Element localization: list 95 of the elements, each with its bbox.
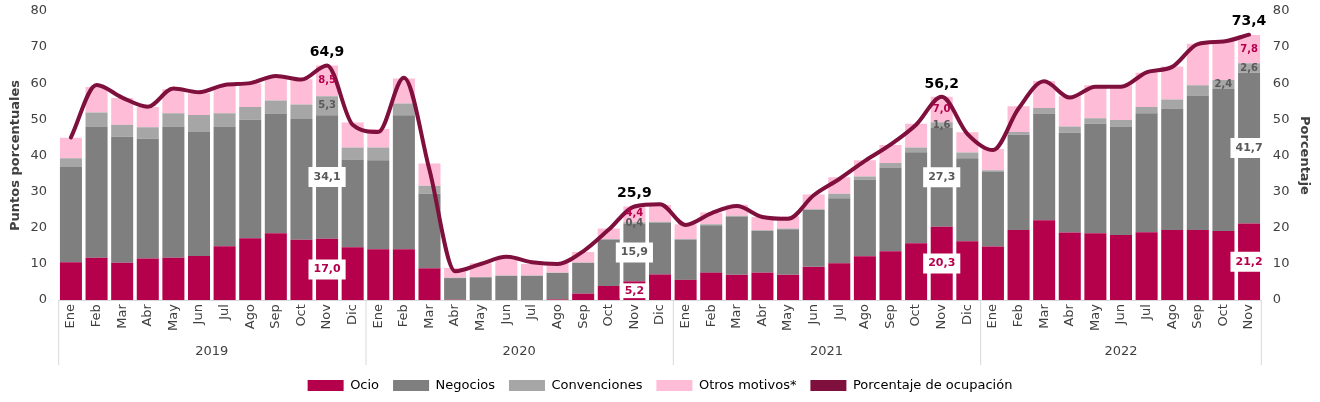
data-label: 17,0 xyxy=(313,262,341,276)
x-tick-label: Dic xyxy=(344,304,360,325)
x-tick-label: Oct xyxy=(1214,304,1230,327)
x-tick-label: Jun xyxy=(1112,304,1128,326)
data-label: 56,2 xyxy=(924,74,959,91)
x-tick-label: Mar xyxy=(728,303,744,329)
y-tick-label: 70 xyxy=(30,38,48,54)
x-tick-label: Jun xyxy=(190,304,206,326)
x-tick-label: Sep xyxy=(881,304,897,329)
x-tick-label: Feb xyxy=(87,304,103,328)
x-tick-label: Jul xyxy=(830,304,846,321)
x-tick-label: Mar xyxy=(1035,303,1051,329)
text: 2020 xyxy=(502,343,536,359)
text: 2021 xyxy=(809,343,844,359)
data-label: 20,3 xyxy=(928,256,956,270)
x-tick-label: May xyxy=(472,303,488,332)
data-label: 5,2 xyxy=(624,283,645,297)
x-tick-label: Ene xyxy=(369,304,385,329)
data-label: 15,9 xyxy=(620,245,648,259)
x-tick-label: Jul xyxy=(215,304,231,321)
y-axis-title: Puntos porcentuales xyxy=(7,79,23,232)
x-tick-label: Dic xyxy=(651,304,667,325)
x-tick-label: Oct xyxy=(600,304,616,327)
data-label: 7,0 xyxy=(932,103,951,115)
y2-tick-label: 20 xyxy=(1272,219,1290,235)
y2-tick-label: 40 xyxy=(1272,146,1290,162)
x-tick-label: Ago xyxy=(241,304,257,330)
data-label: 64,9 xyxy=(309,43,345,60)
text: 2022 xyxy=(1104,343,1138,359)
data-label: 2,6 xyxy=(1240,61,1258,73)
y2-tick-label: 10 xyxy=(1272,255,1290,271)
x-tick-label: Nov xyxy=(625,303,641,330)
x-tick-label: Mar xyxy=(113,303,129,329)
y-tick-label: 50 xyxy=(30,110,48,126)
x-tick-label: Sep xyxy=(267,304,283,329)
data-label: 25,9 xyxy=(617,184,652,201)
x-tick-label: May xyxy=(779,303,795,332)
legend-label: Negocios xyxy=(435,376,496,392)
y-tick-label: 80 xyxy=(30,2,48,18)
x-tick-label: Feb xyxy=(1009,304,1025,328)
y2-tick-label: 60 xyxy=(1272,74,1290,90)
x-tick-label: Sep xyxy=(1189,304,1205,329)
y-tick-label: 40 xyxy=(30,146,48,162)
x-tick-label: Feb xyxy=(395,304,411,328)
legend-label: Convenciones xyxy=(551,376,643,392)
x-tick-label: Jul xyxy=(1137,304,1153,321)
x-tick-label: Ago xyxy=(856,304,872,330)
x-tick-label: May xyxy=(1086,303,1102,332)
x-tick-label: Jun xyxy=(497,304,513,326)
x-tick-label: Sep xyxy=(574,304,590,329)
x-tick-label: Ene xyxy=(676,304,692,329)
x-tick-label: Ene xyxy=(62,304,78,329)
y-tick-label: 20 xyxy=(30,219,48,235)
data-label: 1,6 xyxy=(932,118,951,130)
x-tick-label: Abr xyxy=(753,303,769,327)
y-tick-label: 0 xyxy=(38,291,48,307)
y2-tick-label: 50 xyxy=(1272,110,1290,126)
data-label: 5,3 xyxy=(318,99,336,111)
x-tick-label: Nov xyxy=(933,303,949,330)
x-tick-label: Jun xyxy=(805,304,821,326)
data-label: 2,4 xyxy=(1214,77,1233,89)
data-label: 73,4 xyxy=(1231,12,1267,29)
data-label: 27,3 xyxy=(928,170,956,184)
x-tick-label: May xyxy=(164,303,180,332)
y2-tick-label: 70 xyxy=(1272,38,1290,54)
legend-label: Ocio xyxy=(350,376,380,392)
legend-label: Porcentaje de ocupación xyxy=(852,376,1013,392)
data-label: 41,7 xyxy=(1235,140,1263,154)
y2-tick-label: 30 xyxy=(1272,183,1290,198)
data-label: 34,1 xyxy=(313,169,341,183)
data-label: 21,2 xyxy=(1235,254,1263,268)
y2-axis-title: Porcentaje xyxy=(1297,116,1313,196)
y-tick-label: 30 xyxy=(30,183,48,198)
x-tick-label: Ene xyxy=(984,304,1000,329)
y2-tick-label: 80 xyxy=(1272,2,1290,18)
x-tick-label: Ago xyxy=(548,304,564,330)
x-tick-label: Mar xyxy=(420,303,436,329)
y-tick-label: 60 xyxy=(30,74,48,90)
x-tick-label: Abr xyxy=(1061,303,1077,327)
x-tick-label: Abr xyxy=(446,303,462,327)
x-tick-label: Oct xyxy=(292,304,308,327)
x-tick-label: Nov xyxy=(1240,303,1256,330)
x-tick-label: Jul xyxy=(523,304,539,321)
x-tick-label: Dic xyxy=(958,304,974,325)
data-label: 7,8 xyxy=(1240,42,1258,54)
text: 2019 xyxy=(195,343,229,359)
x-tick-label: Ago xyxy=(1163,304,1179,330)
y2-tick-label: 0 xyxy=(1272,291,1282,307)
y-tick-label: 10 xyxy=(30,255,48,271)
x-tick-label: Nov xyxy=(318,303,334,330)
x-tick-label: Abr xyxy=(139,303,155,327)
x-tick-label: Feb xyxy=(702,304,718,328)
x-tick-label: Oct xyxy=(907,304,923,327)
data-label: 4,4 xyxy=(625,206,644,218)
legend-label: Otros motivos* xyxy=(698,376,797,392)
